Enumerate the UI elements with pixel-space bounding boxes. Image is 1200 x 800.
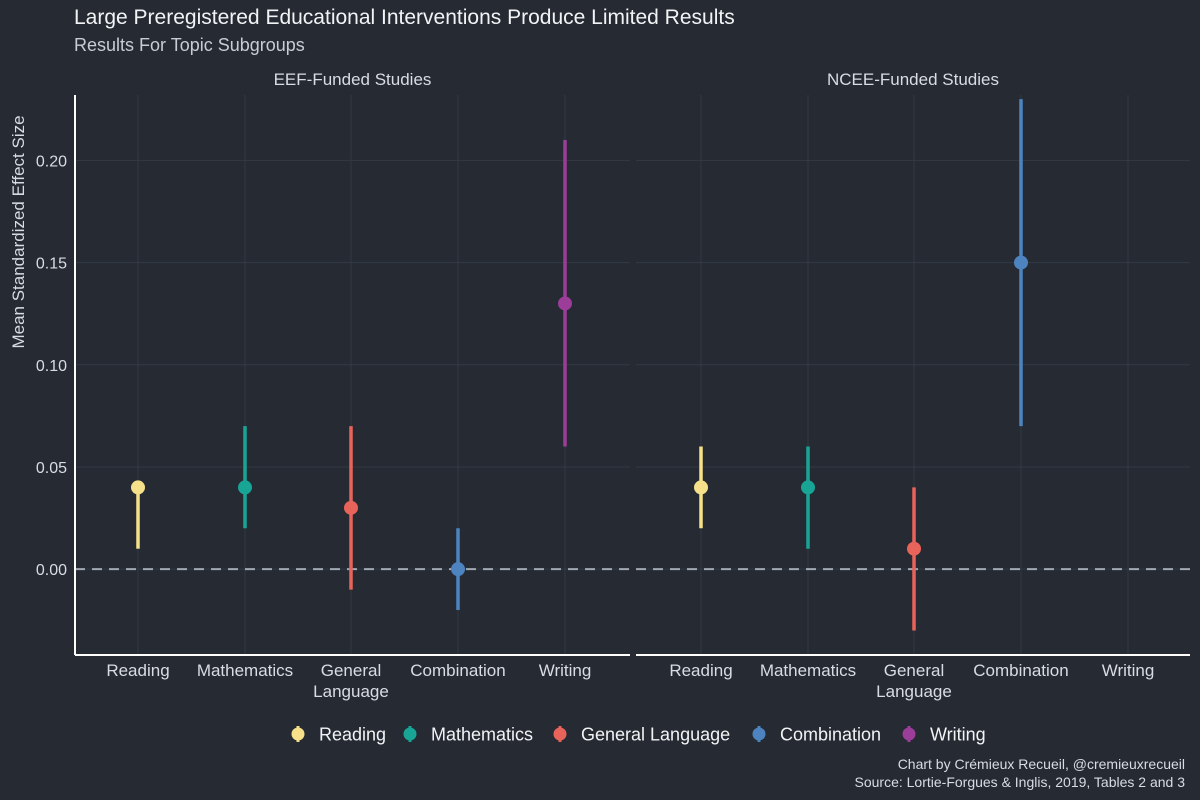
legend-item-writing: Writing — [902, 725, 986, 745]
point-combination — [1014, 255, 1028, 270]
x-tick-label: Combination — [410, 661, 505, 680]
legend-key-dot — [403, 727, 417, 741]
x-tick-label: Reading — [669, 661, 732, 680]
x-tick-label: Reading — [106, 661, 169, 680]
y-tick-label: 0.15 — [36, 256, 67, 273]
legend: Reading Mathematics General Language Combin… — [291, 725, 986, 745]
gridlines — [75, 95, 630, 655]
y-tick-label: 0.20 — [36, 153, 67, 170]
legend-item-general-language: General Language — [553, 725, 730, 745]
legend-label: Writing — [930, 725, 986, 745]
legend-key-dot — [553, 727, 567, 741]
point-writing — [558, 296, 572, 311]
facet-title: NCEE-Funded Studies — [827, 70, 999, 89]
legend-label: Mathematics — [431, 725, 533, 745]
x-tick-label: Mathematics — [760, 661, 856, 680]
chart-title: Large Preregistered Educational Interven… — [74, 6, 735, 29]
point-reading — [694, 480, 708, 495]
legend-item-reading: Reading — [291, 725, 386, 745]
x-tick-label: General Language — [313, 661, 389, 701]
point-general-language — [907, 541, 921, 556]
legend-label: General Language — [581, 725, 730, 745]
legend-key-dot — [752, 727, 766, 741]
point-mathematics — [238, 480, 252, 495]
panel-ncee: NCEE-Funded Studies Reading Mathematics Gen… — [636, 70, 1190, 701]
panel-eef: EEF-Funded Studies Reading Mathematics Gene… — [74, 70, 630, 701]
legend-label: Combination — [780, 725, 881, 745]
x-tick-label: Writing — [1102, 661, 1155, 680]
point-mathematics — [801, 480, 815, 495]
plot-area: 0.00 0.05 0.10 0.15 0.20 EEF-Funded Studies Re… — [36, 70, 1190, 701]
facet-title: EEF-Funded Studies — [274, 70, 432, 89]
x-tick-label: General Language — [876, 661, 952, 701]
legend-item-mathematics: Mathematics — [403, 725, 533, 745]
caption-source: Source: Lortie-Forgues & Inglis, 2019, T… — [855, 774, 1186, 790]
x-tick-label: Combination — [973, 661, 1068, 680]
y-tick-label: 0.05 — [36, 460, 67, 477]
point-general-language — [344, 500, 358, 515]
legend-key-dot — [291, 727, 305, 741]
x-tick-label: Mathematics — [197, 661, 293, 680]
y-axis-label: Mean Standardized Effect Size — [9, 115, 28, 348]
y-tick-label: 0.00 — [36, 562, 67, 579]
legend-label: Reading — [319, 725, 386, 745]
x-tick-label: Writing — [539, 661, 592, 680]
point-combination — [451, 562, 465, 577]
legend-key-dot — [902, 727, 916, 741]
point-reading — [131, 480, 145, 495]
chart-subtitle: Results For Topic Subgroups — [74, 35, 305, 55]
y-tick-label: 0.10 — [36, 358, 67, 375]
legend-item-combination: Combination — [752, 725, 881, 745]
caption-credit: Chart by Crémieux Recueil, @cremieuxrecu… — [898, 756, 1185, 772]
